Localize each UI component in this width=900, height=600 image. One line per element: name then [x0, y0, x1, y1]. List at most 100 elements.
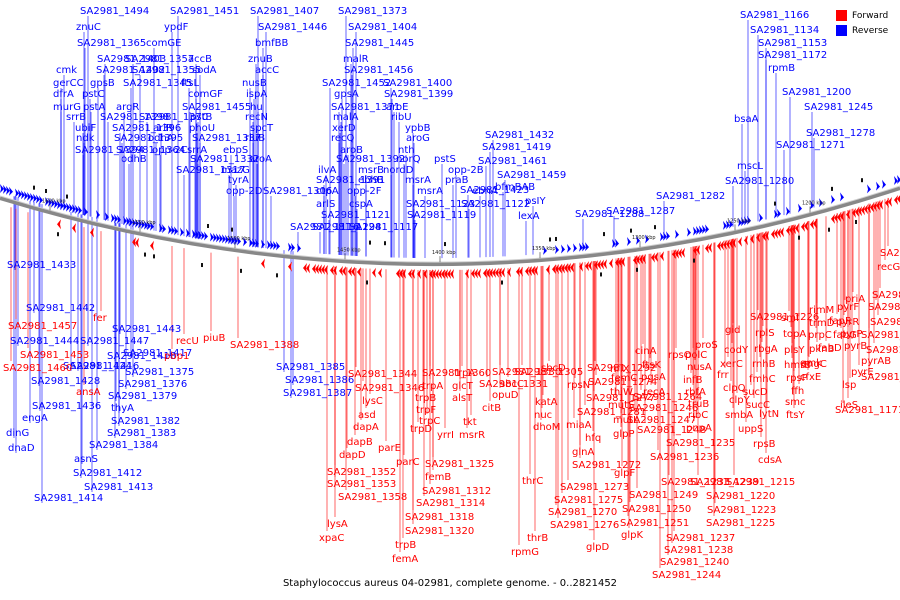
forward-gene-label: pyrP [840, 329, 862, 340]
feature-mark [831, 186, 833, 191]
forward-gene-label: ftsK [642, 360, 661, 371]
forward-gene-label: gid [725, 325, 740, 336]
forward-gene-label: pyrB [844, 341, 867, 352]
forward-gene-arrow [348, 266, 352, 277]
reverse-gene-label: SA2981_1123 [406, 199, 475, 210]
forward-gene-label: femC [611, 373, 637, 384]
reverse-gene-label: SA2981_1442 [26, 303, 95, 314]
reverse-gene-arrow [798, 203, 802, 213]
forward-gene-label: katA [535, 397, 558, 408]
reverse-gene-label: odhB [121, 154, 147, 165]
forward-gene-arrow [846, 209, 850, 220]
feature-mark [144, 252, 146, 257]
forward-gene-label: recG [877, 262, 900, 273]
reverse-gene-arrow [204, 231, 208, 241]
reverse-gene-label: SA2981_1385 [276, 362, 345, 373]
reverse-gene-arrow [195, 230, 199, 240]
reverse-gene-arrow [66, 202, 70, 212]
forward-gene-arrow [330, 265, 334, 276]
forward-gene-arrow [579, 261, 583, 272]
scale-tick-label: 1600 kbp [42, 198, 66, 204]
reverse-gene-label: SA2981_1417 [123, 348, 192, 359]
forward-gene-arrow [888, 196, 892, 207]
reverse-gene-arrow [159, 223, 163, 233]
reverse-swatch [836, 25, 847, 36]
feature-mark [366, 280, 368, 285]
reverse-gene-label: SA2981_1416 [70, 361, 139, 372]
reverse-gene-label: SA2981_1364 [116, 145, 185, 156]
forward-gene-arrow [723, 239, 727, 250]
forward-gene-label: rimM [809, 305, 834, 316]
forward-gene-label: SA2981_1238 [664, 545, 733, 556]
reverse-gene-arrow [582, 242, 586, 252]
scale-tick-label: 1500 kbp [227, 236, 251, 242]
forward-gene-label: SA2981_1223 [707, 505, 776, 516]
reverse-gene-label: odhA [148, 133, 174, 144]
reverse-gene-label: SA2981_1375 [125, 367, 194, 378]
reverse-gene-label: SA2981_1428 [31, 376, 100, 387]
forward-gene-arrow [765, 230, 769, 241]
forward-gene-arrow [90, 227, 94, 238]
reverse-gene-label: SA2981_1287 [606, 206, 675, 217]
forward-gene-label: rpsO [668, 350, 692, 361]
reverse-gene-arrow [723, 220, 727, 230]
forward-gene-arrow [801, 221, 805, 232]
reverse-gene-label: SA2981_1317 [176, 165, 245, 176]
reverse-gene-arrow [213, 232, 217, 242]
reverse-gene-arrow [144, 220, 148, 230]
feature-mark [600, 272, 602, 277]
forward-gene-label: pyrR [836, 317, 859, 328]
forward-gene-arrow [894, 194, 898, 205]
reverse-gene-label: aroB [340, 145, 363, 156]
reverse-gene-label: engA [22, 413, 48, 424]
reverse-gene-label: znuC [76, 22, 101, 33]
forward-gene-label: ileS [840, 400, 858, 411]
reverse-gene-label: sodA [192, 65, 217, 76]
feature-mark [384, 241, 386, 246]
reverse-gene-arrow [237, 236, 241, 246]
reverse-gene-label: cspA [349, 199, 373, 210]
reverse-gene-arrow [726, 220, 730, 230]
reverse-gene-label: pstA [83, 102, 105, 113]
reverse-gene-arrow [696, 226, 700, 236]
reverse-gene-label: ypdF [164, 22, 189, 33]
forward-gene-arrow [867, 203, 871, 214]
reverse-gene-label: SA2981_1403 [97, 54, 166, 65]
forward-gene-arrow [378, 267, 382, 278]
feature-mark [636, 267, 638, 272]
forward-gene-arrow [609, 258, 613, 269]
reverse-gene-label: gpsA [334, 89, 359, 100]
reverse-gene-label: srrB [66, 112, 86, 123]
reverse-gene-label: opp-2C [152, 145, 188, 156]
reverse-gene-label: SA2981_1394 [75, 145, 144, 156]
forward-gene-arrow [771, 229, 775, 240]
reverse-gene-label: SA2981_1383 [107, 428, 176, 439]
reverse-gene-arrow [273, 240, 277, 250]
reverse-gene-arrow [36, 194, 40, 204]
forward-gene-arrow [552, 264, 556, 275]
forward-gene-arrow [399, 268, 403, 279]
forward-gene-label: SA2981_1226 [750, 312, 819, 323]
forward-gene-arrow [555, 263, 559, 274]
reverse-gene-label: aroA [249, 154, 272, 165]
reverse-gene-arrow [219, 233, 223, 243]
forward-gene-arrow [150, 240, 154, 251]
forward-gene-label: ansA [76, 387, 101, 398]
reverse-gene-label: bfmBAB [495, 182, 535, 193]
reverse-gene-label: SA2981_1396 [112, 123, 181, 134]
reverse-gene-label: SA2981_1332 [190, 154, 259, 165]
reverse-gene-label: SA2981_1121 [321, 210, 390, 221]
reverse-gene-label: ypbB [405, 123, 431, 134]
reverse-gene-label: praB [445, 175, 469, 186]
forward-gene-label: SA2981_1181 [861, 330, 900, 341]
forward-gene-label: SA2981_1273 [560, 482, 629, 493]
forward-gene-label: parC [396, 457, 420, 468]
reverse-gene-arrow [261, 239, 265, 249]
feature-mark [828, 227, 830, 232]
forward-gene-arrow [417, 268, 421, 279]
forward-gene-arrow [693, 245, 697, 256]
reverse-gene-arrow [21, 190, 25, 200]
reverse-gene-arrow [141, 219, 145, 229]
forward-gene-arrow [477, 268, 481, 279]
reverse-gene-label: SA2981_1306 [263, 186, 332, 197]
